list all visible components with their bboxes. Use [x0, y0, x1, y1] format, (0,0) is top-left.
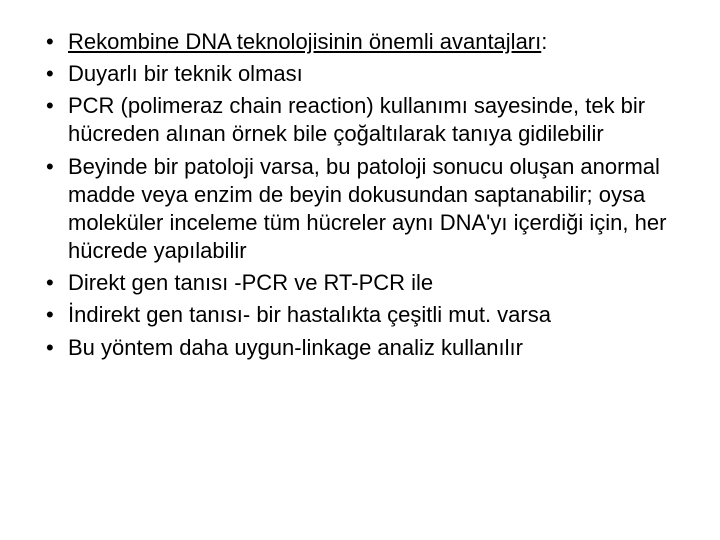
bullet-text: Direkt gen tanısı -PCR ve RT-PCR ile: [68, 270, 433, 295]
bullet-text: İndirekt gen tanısı- bir hastalıkta çeşi…: [68, 302, 551, 327]
bullet-text: Beyinde bir patoloji varsa, bu patoloji …: [68, 154, 666, 263]
list-item: Rekombine DNA teknolojisinin önemli avan…: [40, 28, 680, 56]
list-item: Duyarlı bir teknik olması: [40, 60, 680, 88]
list-item: PCR (polimeraz chain reaction) kullanımı…: [40, 92, 680, 148]
bullet-text: Duyarlı bir teknik olması: [68, 61, 303, 86]
bullet-text: PCR (polimeraz chain reaction) kullanımı…: [68, 93, 645, 146]
bullet-text-underlined: Rekombine DNA teknolojisinin önemli avan…: [68, 29, 541, 54]
bullet-text-suffix: :: [541, 29, 547, 54]
list-item: Bu yöntem daha uygun-linkage analiz kull…: [40, 334, 680, 362]
list-item: İndirekt gen tanısı- bir hastalıkta çeşi…: [40, 301, 680, 329]
bullet-text: Bu yöntem daha uygun-linkage analiz kull…: [68, 335, 523, 360]
bullet-list: Rekombine DNA teknolojisinin önemli avan…: [40, 28, 680, 362]
slide: Rekombine DNA teknolojisinin önemli avan…: [0, 0, 720, 540]
list-item: Direkt gen tanısı -PCR ve RT-PCR ile: [40, 269, 680, 297]
list-item: Beyinde bir patoloji varsa, bu patoloji …: [40, 153, 680, 266]
